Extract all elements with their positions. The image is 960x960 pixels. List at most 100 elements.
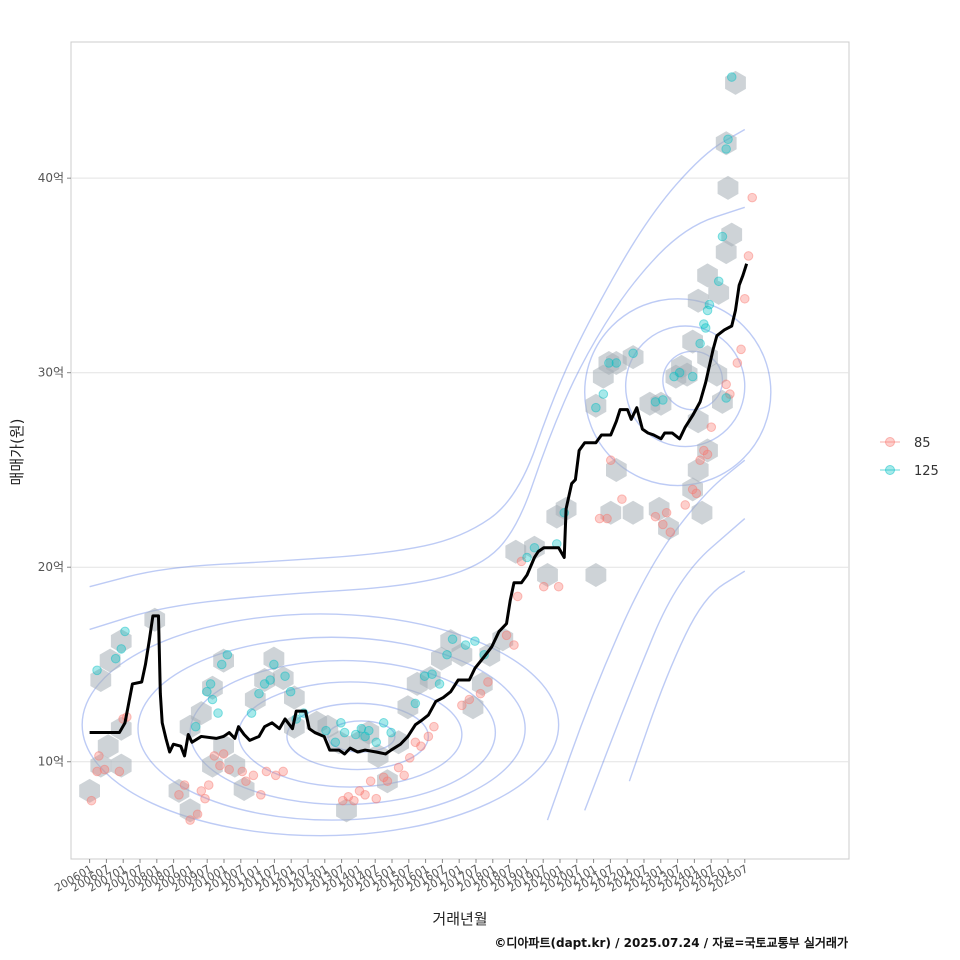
data-point-125 (207, 694, 218, 705)
data-point-125 (650, 397, 661, 407)
data-point-85 (680, 500, 691, 510)
median-line-layer (89, 263, 749, 758)
hexbin-cell (202, 675, 223, 700)
data-point-85 (721, 379, 731, 390)
hexbin-cell (284, 685, 305, 710)
hexbin-cell (244, 687, 266, 712)
data-point-85 (702, 449, 713, 460)
data-point-85 (725, 389, 735, 399)
data-point-125 (687, 371, 698, 382)
data-point-85 (699, 445, 709, 456)
data-point-85 (192, 809, 203, 820)
hexbin-cell (600, 500, 622, 525)
hexbin-cell (706, 362, 728, 387)
hexbin-cell (721, 222, 743, 247)
density-contour (584, 298, 772, 487)
hexbin-cell (202, 753, 223, 778)
data-point-125 (598, 389, 609, 399)
hexbin-cell (358, 720, 380, 745)
hexbin-cell (110, 629, 132, 654)
hexbin-cell (648, 496, 670, 521)
hexbin-cell (451, 642, 473, 667)
data-point-85 (602, 513, 612, 524)
data-point-85 (416, 741, 426, 751)
data-point-125 (442, 649, 452, 660)
hexbin-cell (213, 648, 234, 673)
data-point-85 (404, 753, 415, 763)
data-point-85 (200, 793, 210, 804)
data-point-125 (92, 665, 102, 676)
data-point-125 (205, 679, 216, 689)
data-point-85 (241, 776, 251, 786)
data-point-85 (196, 786, 207, 796)
y-tick-label: 10억 (38, 755, 64, 769)
data-point-85 (179, 780, 190, 790)
data-point-85 (185, 815, 195, 825)
data-point-125 (110, 653, 121, 664)
hexbin-cell (725, 70, 746, 95)
hexbin-cell (233, 777, 255, 801)
grid-layer (71, 177, 849, 763)
hexbin-cell (585, 563, 607, 587)
data-point-85 (203, 780, 214, 790)
data-point-85 (360, 790, 370, 800)
data-point-85 (86, 795, 97, 806)
data-point-85 (429, 721, 439, 732)
data-point-125 (658, 395, 668, 405)
density-contour (546, 459, 746, 821)
hexbin-cell (99, 648, 121, 673)
data-point-85 (337, 795, 348, 806)
data-point-125 (604, 358, 614, 368)
x-axis-ticks: 2006012006072007012007072008012008072009… (52, 859, 750, 895)
data-point-85 (691, 488, 702, 499)
hexbin-cell (419, 666, 441, 691)
hexbin-cell (691, 500, 713, 525)
hexbin-cell (397, 695, 419, 720)
data-point-125 (216, 659, 227, 670)
data-point-85 (382, 776, 393, 786)
hexbin-cell (263, 646, 285, 671)
density-contour (584, 518, 746, 811)
y-axis-title: 매매가(원) (8, 419, 26, 486)
data-point-85 (605, 455, 616, 466)
data-point-125 (378, 718, 389, 728)
data-point-85 (661, 507, 672, 518)
data-point-125 (269, 659, 279, 670)
data-point-125 (350, 729, 361, 740)
data-point-85 (209, 751, 220, 761)
hexbin-cell (622, 345, 644, 370)
data-point-125 (628, 348, 638, 359)
density-contour (286, 702, 430, 771)
legend-item-125: 125 (880, 464, 939, 479)
density-contour (628, 570, 746, 782)
data-point-125 (410, 698, 421, 709)
y-tick-label: 30억 (38, 366, 64, 380)
data-point-85 (94, 751, 104, 761)
legend: 85 125 (880, 436, 939, 479)
data-point-125 (336, 718, 346, 728)
data-point-125 (447, 634, 458, 644)
data-point-125 (611, 358, 622, 368)
density-contour (89, 128, 746, 588)
data-point-125 (713, 276, 724, 287)
data-point-125 (726, 72, 737, 82)
data-point-85 (410, 737, 421, 748)
hexbin-cell (715, 131, 737, 156)
hexbin-cell (168, 778, 190, 803)
hexbin-cell (90, 753, 112, 778)
data-point-85 (475, 688, 486, 699)
hexbin-cell (712, 389, 733, 414)
data-point-125 (363, 725, 374, 736)
data-point-125 (330, 737, 341, 748)
data-point-125 (704, 299, 715, 310)
hexbin-cell (272, 666, 294, 691)
data-point-125 (717, 231, 728, 242)
data-point-85 (99, 764, 110, 775)
data-point-125 (371, 737, 382, 748)
legend-label-85: 85 (914, 436, 931, 451)
data-point-85 (483, 677, 493, 687)
data-point-85 (343, 791, 354, 802)
data-point-85 (464, 694, 475, 705)
density-contour (137, 636, 526, 821)
